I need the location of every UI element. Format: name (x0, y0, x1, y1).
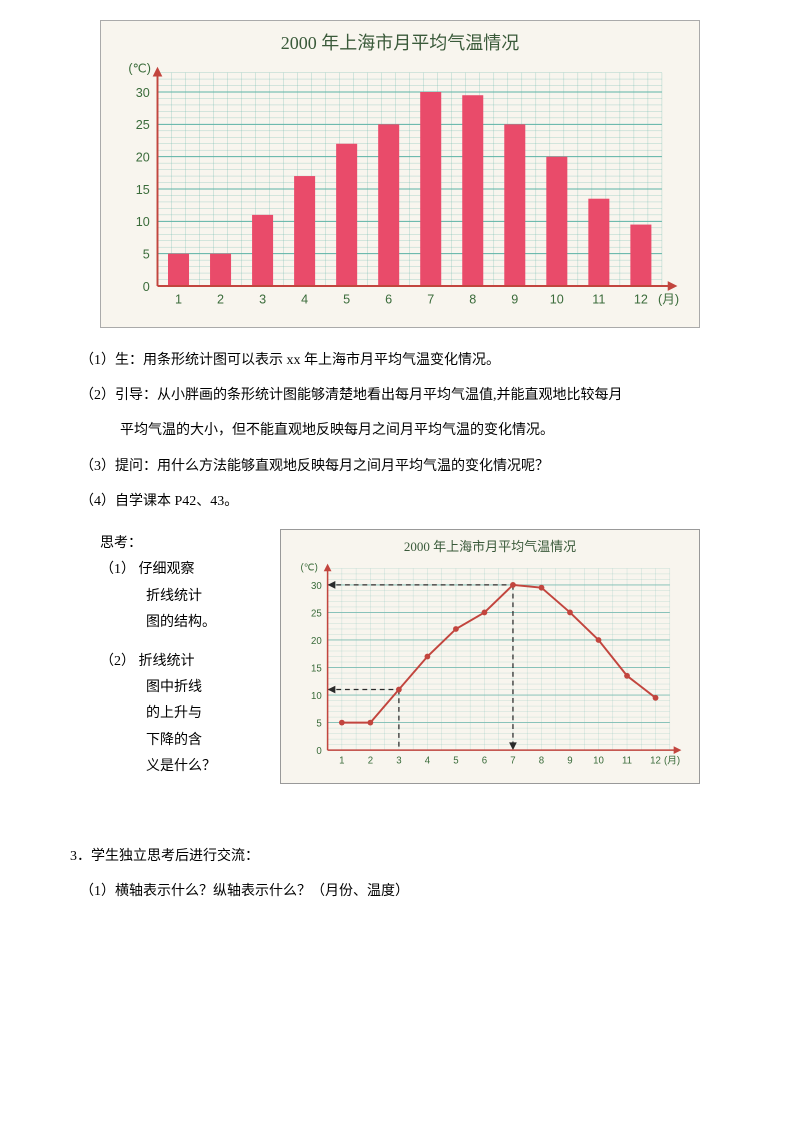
line-chart-container: 2000 年上海市月平均气温情况 05101520253012345678910… (280, 529, 700, 784)
think-2c: 的上升与 (100, 703, 270, 725)
svg-text:0: 0 (316, 746, 321, 757)
svg-text:10: 10 (136, 215, 150, 229)
bar-chart-svg: 051015202530123456789101112(℃)(月) (109, 59, 691, 319)
svg-text:12: 12 (650, 756, 661, 767)
svg-text:25: 25 (136, 118, 150, 132)
para-4: （4）自学课本 P42、43。 (70, 489, 730, 514)
think-2b: 图中折线 (100, 677, 270, 699)
think-1a: （1） 仔细观察 (100, 559, 270, 581)
bar-chart-container: 2000 年上海市月平均气温情况 05101520253012345678910… (100, 20, 700, 328)
think-1b: 折线统计 (100, 586, 270, 608)
svg-text:6: 6 (385, 292, 392, 306)
svg-text:8: 8 (539, 756, 544, 767)
think-1c: 图的结构。 (100, 612, 270, 634)
svg-text:5: 5 (343, 292, 350, 306)
svg-text:5: 5 (453, 756, 458, 767)
svg-text:10: 10 (593, 756, 604, 767)
svg-text:25: 25 (311, 608, 322, 619)
line-chart-svg: 051015202530123456789101112(℃)(月) (287, 557, 693, 777)
svg-text:6: 6 (482, 756, 487, 767)
q1: （1）横轴表示什么？纵轴表示什么？（月份、温度） (70, 879, 730, 904)
svg-text:5: 5 (143, 248, 150, 262)
svg-text:30: 30 (311, 581, 322, 592)
svg-text:9: 9 (567, 756, 572, 767)
svg-text:1: 1 (339, 756, 344, 767)
svg-text:30: 30 (136, 86, 150, 100)
para-3: （3）提问：用什么方法能够直观地反映每月之间月平均气温的变化情况呢？ (70, 454, 730, 479)
think-2a: （2） 折线统计 (100, 651, 270, 673)
svg-text:0: 0 (143, 280, 150, 294)
svg-text:2: 2 (368, 756, 373, 767)
svg-text:15: 15 (311, 663, 322, 674)
svg-text:15: 15 (136, 183, 150, 197)
thinking-column: 思考： （1） 仔细观察 折线统计 图的结构。 （2） 折线统计 图中折线 的上… (70, 529, 280, 783)
body-text: （1）生：用条形统计图可以表示 xx 年上海市月平均气温变化情况。 （2）引导：… (70, 348, 730, 514)
para-2b: 平均气温的大小，但不能直观地反映每月之间月平均气温的变化情况。 (70, 418, 730, 443)
thinking-and-linechart-row: 思考： （1） 仔细观察 折线统计 图的结构。 （2） 折线统计 图中折线 的上… (70, 529, 730, 784)
svg-text:(月): (月) (658, 292, 679, 306)
svg-text:10: 10 (311, 691, 322, 702)
linechart-column: 2000 年上海市月平均气温情况 05101520253012345678910… (280, 529, 730, 784)
svg-text:11: 11 (622, 756, 632, 767)
svg-text:3: 3 (396, 756, 401, 767)
svg-text:(℃): (℃) (128, 62, 151, 76)
para-2a: （2）引导：从小胖画的条形统计图能够清楚地看出每月平均气温值,并能直观地比较每月 (70, 383, 730, 408)
think-label: 思考： (100, 533, 270, 555)
svg-text:4: 4 (425, 756, 431, 767)
svg-text:3: 3 (259, 292, 266, 306)
section-3: 3．学生独立思考后进行交流： （1）横轴表示什么？纵轴表示什么？（月份、温度） (70, 844, 730, 904)
svg-text:5: 5 (316, 718, 321, 729)
bar-chart-canvas: 051015202530123456789101112(℃)(月) (109, 59, 691, 319)
svg-text:4: 4 (301, 292, 308, 306)
para-1: （1）生：用条形统计图可以表示 xx 年上海市月平均气温变化情况。 (70, 348, 730, 373)
think-2d: 下降的含 (100, 730, 270, 752)
svg-text:(月): (月) (664, 756, 680, 767)
sec3-heading: 3．学生独立思考后进行交流： (70, 844, 730, 869)
svg-text:7: 7 (510, 756, 515, 767)
svg-text:20: 20 (136, 151, 150, 165)
svg-text:11: 11 (592, 292, 605, 306)
svg-text:8: 8 (469, 292, 476, 306)
svg-text:1: 1 (175, 292, 182, 306)
svg-text:10: 10 (550, 292, 564, 306)
svg-text:(℃): (℃) (301, 562, 318, 573)
svg-text:9: 9 (511, 292, 518, 306)
svg-text:12: 12 (634, 292, 648, 306)
think-2e: 义是什么？ (100, 756, 270, 778)
bar-chart-title: 2000 年上海市月平均气温情况 (109, 29, 691, 55)
svg-text:20: 20 (311, 636, 322, 647)
svg-text:2: 2 (217, 292, 224, 306)
svg-text:7: 7 (427, 292, 434, 306)
line-chart-title: 2000 年上海市月平均气温情况 (287, 536, 693, 555)
